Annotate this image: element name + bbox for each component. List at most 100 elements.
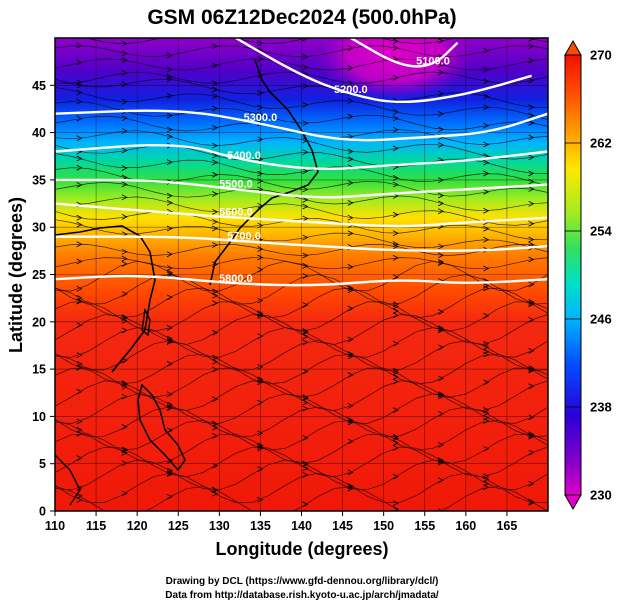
streamline-arrow bbox=[302, 120, 309, 127]
streamline-arrow bbox=[166, 159, 173, 166]
streamline-arrow bbox=[348, 30, 353, 35]
streamline-arrow bbox=[392, 243, 399, 250]
streamline-arrow bbox=[438, 442, 445, 448]
streamline-arrow bbox=[302, 64, 309, 71]
streamline-arrow bbox=[528, 432, 535, 439]
streamline-arrow bbox=[302, 399, 309, 406]
streamline-arrow bbox=[347, 287, 354, 294]
streamline-arrow bbox=[212, 105, 219, 112]
contour-label: 5500.0 bbox=[219, 178, 253, 190]
streamline-arrow bbox=[166, 126, 173, 133]
streamline-arrow bbox=[121, 40, 128, 47]
streamline-arrow bbox=[121, 115, 128, 122]
coastline-taiwan bbox=[141, 307, 151, 337]
streamline-arrow bbox=[212, 487, 219, 494]
streamline-arrow bbox=[121, 81, 128, 88]
streamline-arrow bbox=[483, 207, 490, 214]
streamline-arrow bbox=[257, 156, 264, 163]
contour-label: 5400.0 bbox=[227, 150, 261, 162]
streamline-arrow bbox=[392, 45, 399, 51]
streamline-arrow bbox=[121, 384, 128, 390]
streamline-arrow bbox=[528, 170, 535, 177]
streamline-arrow bbox=[302, 252, 309, 259]
streamline-arrow bbox=[392, 254, 399, 261]
streamline-arrow bbox=[302, 53, 309, 60]
streamline-arrow bbox=[483, 47, 490, 54]
streamline-arrow bbox=[347, 438, 354, 445]
streamline-arrow bbox=[392, 145, 399, 152]
streamline-arrow bbox=[166, 225, 173, 232]
streamline-arrow bbox=[483, 170, 490, 177]
streamline-arrow bbox=[392, 301, 399, 308]
streamline-arrow bbox=[438, 260, 445, 266]
streamline-arrow bbox=[483, 265, 490, 272]
streamline-arrow bbox=[392, 340, 399, 347]
streamline-arrow bbox=[166, 93, 173, 99]
streamline-arrow bbox=[212, 191, 219, 197]
streamline-arrow bbox=[302, 394, 309, 401]
streamline-arrow bbox=[76, 214, 83, 221]
streamline-arrow bbox=[166, 76, 173, 83]
streamline-arrow bbox=[76, 497, 83, 503]
streamline-arrow bbox=[438, 326, 445, 332]
streamline-arrow bbox=[528, 112, 535, 119]
contour-label: 5800.0 bbox=[219, 273, 253, 285]
streamline-arrow bbox=[76, 258, 83, 265]
streamline-arrow bbox=[347, 200, 354, 206]
streamline-arrow bbox=[347, 419, 354, 426]
streamline-arrow bbox=[302, 339, 309, 346]
streamline-arrow bbox=[528, 383, 535, 390]
streamline-arrow bbox=[212, 93, 219, 100]
streamline-arrow bbox=[257, 496, 264, 503]
y-tick-label: 45 bbox=[32, 79, 46, 93]
streamline-arrow bbox=[121, 255, 128, 262]
streamline-arrow bbox=[483, 340, 490, 347]
streamline-arrow bbox=[347, 403, 354, 409]
x-tick-label: 130 bbox=[209, 519, 230, 533]
streamline-arrow bbox=[302, 234, 309, 241]
streamline-arrow bbox=[302, 368, 309, 375]
streamline-arrow bbox=[483, 348, 490, 355]
streamline-arrow bbox=[347, 113, 354, 120]
credit-data: Data from http://database.rish.kyoto-u.a… bbox=[165, 590, 439, 601]
streamline-arrow bbox=[438, 392, 445, 398]
contour-line bbox=[55, 178, 548, 199]
streamline-arrow bbox=[302, 302, 309, 308]
streamline-arrow bbox=[347, 133, 354, 140]
streamline-arrow bbox=[392, 109, 399, 115]
streamline-arrow bbox=[392, 440, 399, 446]
streamline-arrow bbox=[347, 353, 354, 360]
colorbar-ticks: 230 238 246 254 262 270 bbox=[565, 48, 612, 503]
contour-label: 5300.0 bbox=[244, 112, 278, 124]
streamline-arrow bbox=[528, 367, 535, 374]
colorbar: 230 238 246 254 262 270 bbox=[564, 39, 612, 511]
streamline-arrow bbox=[121, 381, 128, 388]
streamline-arrow bbox=[483, 78, 490, 85]
streamline-arrow bbox=[257, 56, 264, 62]
streamline-arrow bbox=[166, 405, 173, 411]
streamline-arrow bbox=[438, 458, 445, 464]
streamline-arrow bbox=[347, 264, 354, 270]
streamline-arrow bbox=[121, 50, 128, 57]
streamline-arrow bbox=[347, 469, 354, 476]
streamline-arrow bbox=[76, 241, 83, 248]
x-tick-label: 160 bbox=[455, 519, 476, 533]
y-tick-label: 10 bbox=[32, 410, 46, 424]
streamline-arrow bbox=[528, 220, 535, 227]
streamline-arrow bbox=[392, 274, 399, 281]
colorbar-tick-label: 254 bbox=[590, 224, 612, 239]
streamline-arrow bbox=[212, 329, 219, 336]
streamline-arrow bbox=[212, 43, 219, 50]
streamline-arrow bbox=[302, 465, 309, 472]
streamline-arrow bbox=[166, 192, 173, 199]
streamline-arrow bbox=[392, 181, 399, 188]
streamline-arrow bbox=[257, 254, 264, 261]
streamline-arrow bbox=[166, 265, 173, 271]
streamline-arrow bbox=[302, 328, 309, 334]
streamline-arrow bbox=[347, 305, 354, 312]
streamline-arrow bbox=[121, 70, 128, 76]
streamline-arrow bbox=[438, 91, 445, 97]
streamline-arrow bbox=[438, 126, 445, 133]
streamline-arrow bbox=[257, 297, 264, 304]
streamline-arrow bbox=[438, 192, 445, 199]
